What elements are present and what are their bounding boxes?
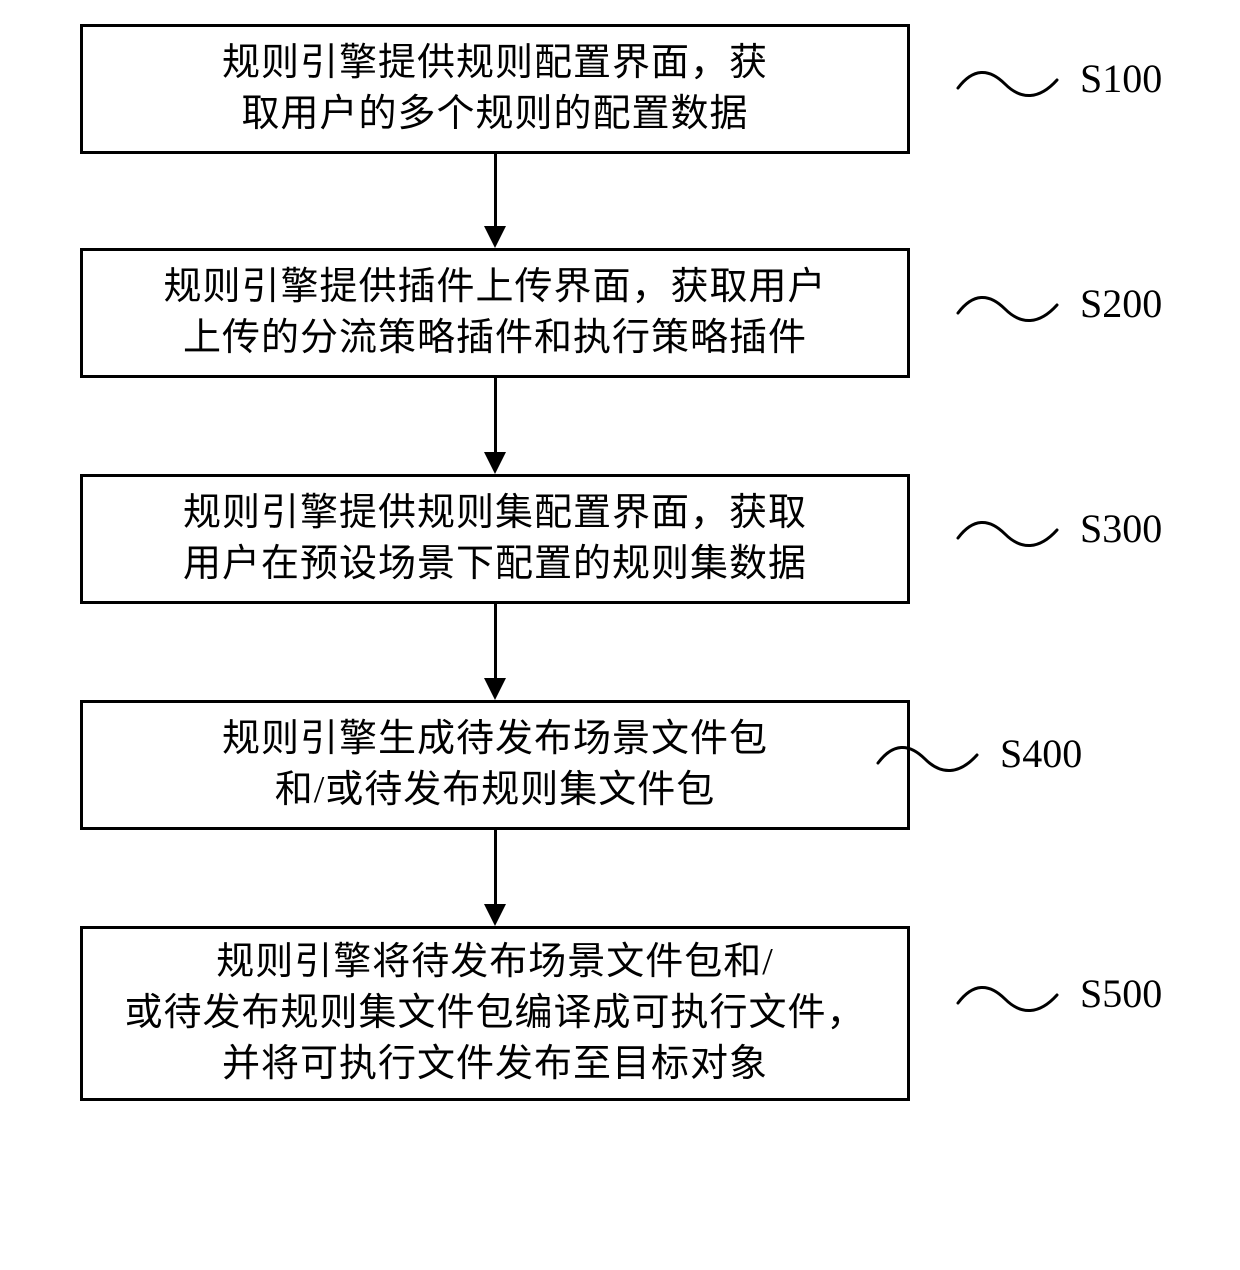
squiggle-s500 [955,975,1065,1022]
arrow-head-0 [484,226,506,248]
squiggle-s100 [955,60,1065,107]
arrow-line-2 [494,604,497,678]
arrow-head-2 [484,678,506,700]
arrow-head-1 [484,452,506,474]
flow-step-s400: 规则引擎生成待发布场景文件包 和/或待发布规则集文件包 [80,700,910,830]
step-label-s200: S200 [1080,280,1162,327]
squiggle-s200 [955,285,1065,332]
flow-step-s200: 规则引擎提供插件上传界面，获取用户 上传的分流策略插件和执行策略插件 [80,248,910,378]
step-label-s100: S100 [1080,55,1162,102]
arrow-line-1 [494,378,497,452]
flow-step-s500: 规则引擎将待发布场景文件包和/ 或待发布规则集文件包编译成可执行文件， 并将可执… [80,926,910,1101]
step-text-s100: 规则引擎提供规则配置界面，获 取用户的多个规则的配置数据 [222,38,768,141]
arrow-line-3 [494,830,497,904]
flow-step-s100: 规则引擎提供规则配置界面，获 取用户的多个规则的配置数据 [80,24,910,154]
step-label-s300: S300 [1080,505,1162,552]
arrow-line-0 [494,154,497,226]
squiggle-s300 [955,510,1065,557]
arrow-head-3 [484,904,506,926]
step-text-s200: 规则引擎提供插件上传界面，获取用户 上传的分流策略插件和执行策略插件 [163,262,826,365]
step-text-s500: 规则引擎将待发布场景文件包和/ 或待发布规则集文件包编译成可执行文件， 并将可执… [124,937,865,1091]
flow-step-s300: 规则引擎提供规则集配置界面，获取 用户在预设场景下配置的规则集数据 [80,474,910,604]
step-text-s300: 规则引擎提供规则集配置界面，获取 用户在预设场景下配置的规则集数据 [183,488,807,591]
step-label-s500: S500 [1080,970,1162,1017]
step-label-s400: S400 [1000,730,1082,777]
step-text-s400: 规则引擎生成待发布场景文件包 和/或待发布规则集文件包 [222,714,768,817]
squiggle-s400 [875,735,985,782]
flowchart-canvas: 规则引擎提供规则配置界面，获 取用户的多个规则的配置数据 S100 规则引擎提供插件… [0,0,1240,1270]
